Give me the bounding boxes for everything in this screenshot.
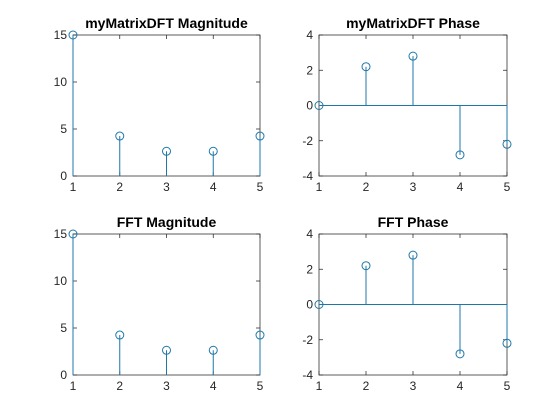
x-tick-label: 3 [410,180,417,194]
chart-title: myMatrixDFT Phase [346,15,480,31]
x-tick-label: 4 [457,180,464,194]
chart-title: myMatrixDFT Magnitude [85,15,248,31]
y-tick-label: 0 [60,368,67,382]
subplot-fft-phase: FFT Phase 1 2 3 4 5 -4 -2 0 2 4 [302,214,512,393]
stem-marker [361,62,371,72]
x-tick-label: 4 [210,180,217,194]
subplot-fft-magnitude: FFT Magnitude 1 2 3 4 5 0 5 10 15 [54,214,265,393]
stem-marker [502,338,512,348]
y-tick-label: 15 [54,227,68,241]
stem-marker [68,229,78,239]
subplot-mymatrixdft-phase: myMatrixDFT Phase 1 2 3 4 5 -4 -2 0 2 4 [302,15,512,194]
y-tick-label: 15 [54,28,68,42]
stem-marker [361,261,371,271]
stem-marker [314,300,324,309]
stem-marker [162,146,171,156]
y-tick-label: 5 [60,321,67,335]
y-tick-label: 2 [306,63,313,77]
stem-marker [408,250,418,260]
x-tick-label: 5 [504,379,511,393]
x-tick-label: 3 [163,379,170,393]
x-tick-label: 2 [116,180,123,194]
stem-marker [208,345,218,355]
x-tick-label: 4 [457,379,464,393]
y-tick-label: 0 [60,169,67,183]
stem-marker [408,51,418,61]
chart-title: FFT Phase [378,214,449,230]
x-tick-label: 5 [257,379,264,393]
y-tick-label: 0 [306,298,313,312]
y-tick-label: -4 [302,169,313,183]
x-tick-label: 2 [116,379,123,393]
x-tick-label: 1 [70,180,77,194]
y-tick-label: 2 [306,262,313,276]
stem-marker [455,150,465,160]
stem-marker [455,349,465,359]
stem-marker [255,330,265,340]
stem-marker [255,131,265,141]
stem-marker [68,30,78,40]
y-tick-label: -2 [302,333,313,347]
y-tick-label: 10 [54,274,68,288]
x-tick-label: 4 [210,379,217,393]
x-tick-label: 1 [70,379,77,393]
y-tick-label: -2 [302,134,313,148]
stem-marker [502,139,512,149]
chart-title: FFT Magnitude [117,214,217,230]
stem-marker [115,131,125,141]
x-tick-label: 1 [316,180,323,194]
x-tick-label: 2 [363,379,370,393]
y-tick-label: 5 [60,122,67,136]
stem-marker [314,101,324,110]
x-tick-label: 3 [163,180,170,194]
x-tick-label: 5 [257,180,264,194]
stem-marker [115,330,125,340]
stem-marker [208,146,218,156]
y-tick-label: 10 [54,75,68,89]
y-tick-label: 0 [306,99,313,113]
x-tick-label: 3 [410,379,417,393]
y-tick-label: -4 [302,368,313,382]
y-tick-label: 4 [306,28,313,42]
x-tick-label: 1 [316,379,323,393]
stem-marker [162,345,171,355]
x-tick-label: 2 [363,180,370,194]
x-tick-label: 5 [504,180,511,194]
y-tick-label: 4 [306,227,313,241]
subplot-mymatrixdft-magnitude: myMatrixDFT Magnitude 1 2 3 4 5 0 5 10 15 [54,15,265,194]
